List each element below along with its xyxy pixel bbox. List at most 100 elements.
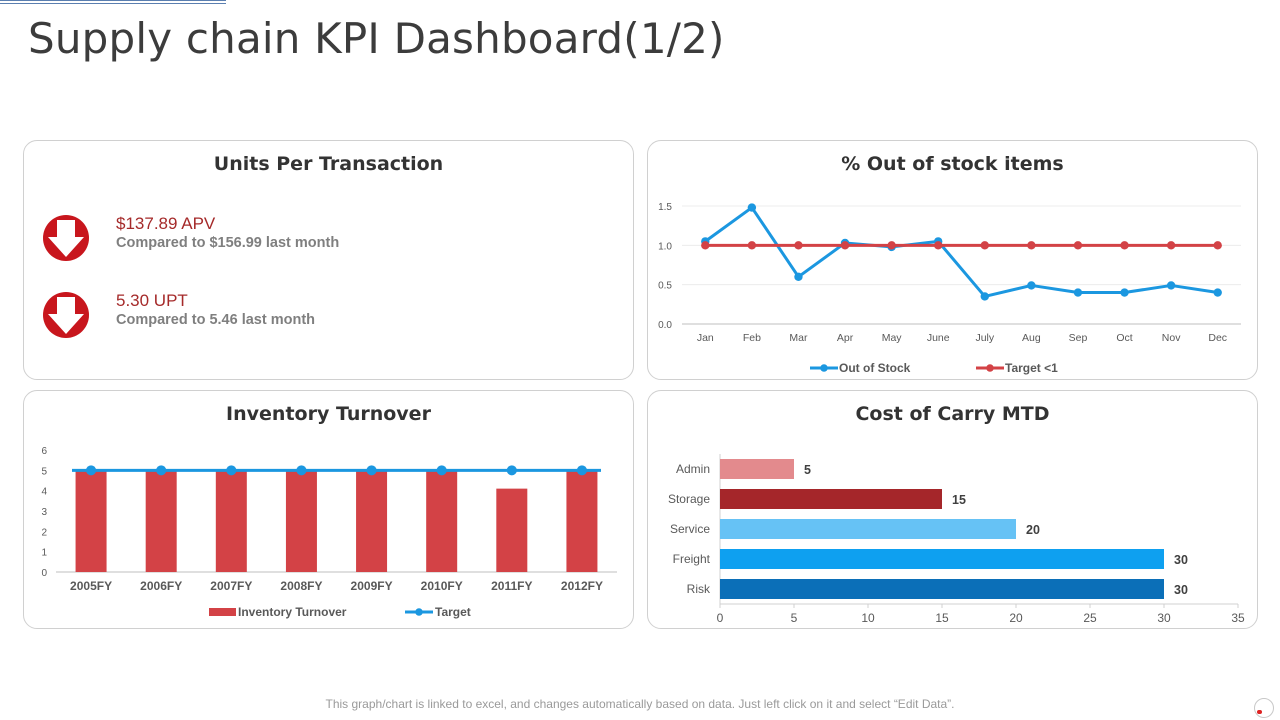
target-point [86, 465, 97, 476]
x-tick-label: Oct [1116, 332, 1132, 344]
data-point [701, 241, 710, 250]
x-tick-label: Aug [1022, 332, 1041, 344]
y-tick-label: 4 [41, 487, 47, 498]
upt-value: 5.30 UPT [116, 291, 188, 310]
x-tick-label: 2005FY [70, 579, 112, 593]
upt-comparison: Compared to 5.46 last month [116, 312, 316, 328]
data-label: 15 [952, 493, 966, 507]
x-tick-label: Feb [743, 332, 761, 344]
y-tick-label: 1.0 [658, 241, 672, 252]
data-point [887, 241, 896, 250]
out-of-stock-title: % Out of stock items [841, 153, 1064, 175]
x-tick-label: Apr [837, 332, 854, 344]
legend-label: Target [435, 605, 471, 619]
bar-admin [720, 459, 794, 479]
target-point [576, 465, 587, 476]
apv-comparison: Compared to $156.99 last month [116, 235, 340, 251]
legend-swatch [209, 608, 236, 616]
x-tick-label: Jan [697, 332, 714, 344]
x-tick-label: 25 [1083, 611, 1097, 625]
inventory-turnover-card: Inventory Turnover 0 1 2 3 4 5 6 2005FY 2006FY 20… [23, 390, 634, 629]
data-point [1120, 241, 1129, 250]
data-point [794, 241, 803, 250]
data-point [980, 292, 989, 301]
x-tick-label: July [975, 332, 994, 344]
data-point [1213, 241, 1222, 250]
target-point [506, 465, 517, 476]
y-category-label: Service [670, 522, 710, 536]
data-point [794, 272, 803, 281]
data-point [1073, 288, 1083, 297]
y-tick-label: 2 [41, 527, 47, 538]
apv-value: $137.89 APV [116, 214, 216, 233]
x-tick-label: 35 [1231, 611, 1245, 625]
data-point [747, 241, 757, 250]
target-point [156, 465, 167, 476]
y-tick-label: 1 [41, 548, 47, 559]
y-tick-label: 5 [41, 466, 47, 477]
y-category-label: Risk [687, 582, 711, 596]
x-tick-label: 10 [861, 611, 875, 625]
target-point [366, 465, 377, 476]
target-point [436, 465, 447, 476]
series-line-out-of-stock [704, 206, 1218, 298]
x-tick-label: June [927, 332, 950, 344]
bar-inventory-turnover [566, 470, 598, 572]
x-tick-label: Sep [1069, 332, 1088, 344]
data-point [934, 241, 943, 250]
units-per-transaction-title: Units Per Transaction [213, 153, 444, 175]
cost-of-carry-chart: 0 5 10 15 20 25 30 35 Admin 5 Storage 15 Service 20 Fr… [668, 454, 1245, 625]
x-tick-label: 20 [1009, 611, 1023, 625]
x-tick-label: 30 [1157, 611, 1171, 625]
data-label: 5 [804, 463, 811, 477]
inventory-turnover-chart: 0 1 2 3 4 5 6 2005FY 2006FY 2007FY 2008FY 2009FY 201… [41, 446, 617, 619]
bar-inventory-turnover [145, 470, 177, 572]
cost-of-carry-title: Cost of Carry MTD [855, 403, 1050, 425]
y-category-label: Storage [668, 492, 710, 506]
bar-inventory-turnover [496, 488, 528, 572]
x-tick-label: May [882, 332, 903, 344]
cost-of-carry-card: Cost of Carry MTD 0 5 10 15 20 25 30 35 Admin 5 St… [647, 390, 1258, 629]
out-of-stock-chart: 0.0 0.5 1.0 1.5 Jan Feb Mar Apr May June July Aug Se… [658, 202, 1241, 375]
bar-inventory-turnover [285, 470, 317, 572]
units-per-transaction-card: Units Per Transaction $137.89 APV Compar… [23, 140, 634, 380]
x-tick-label: Mar [789, 332, 808, 344]
y-tick-label: 1.5 [658, 202, 672, 213]
data-label: 20 [1026, 523, 1040, 537]
page-title: Supply chain KPI Dashboard(1/2) [28, 14, 725, 63]
x-tick-label: 2008FY [280, 579, 322, 593]
data-label: 30 [1174, 583, 1188, 597]
data-label: 30 [1174, 553, 1188, 567]
x-tick-label: 5 [791, 611, 798, 625]
y-category-label: Admin [676, 462, 710, 476]
footer-note: This graph/chart is linked to excel, and… [325, 697, 955, 711]
legend-label: Target <1 [1005, 361, 1058, 375]
target-point [296, 465, 307, 476]
data-point [1027, 241, 1036, 250]
data-point [980, 241, 989, 250]
y-tick-label: 0.0 [658, 320, 672, 331]
y-tick-label: 0 [41, 568, 47, 579]
y-tick-label: 0.5 [658, 281, 672, 292]
data-point [1120, 288, 1129, 297]
bar-inventory-turnover [215, 470, 247, 572]
data-point [1166, 281, 1176, 290]
x-tick-label: Nov [1162, 332, 1181, 344]
data-point [1213, 288, 1222, 297]
data-point [840, 241, 850, 250]
bar-inventory-turnover [356, 470, 388, 572]
x-tick-label: 2009FY [351, 579, 393, 593]
x-tick-label: 2012FY [561, 579, 603, 593]
bar-risk [720, 579, 1164, 599]
data-point [1073, 241, 1083, 250]
x-tick-label: 2010FY [421, 579, 463, 593]
data-point [1166, 241, 1176, 250]
x-tick-label: 2006FY [140, 579, 182, 593]
y-tick-label: 6 [41, 446, 47, 457]
down-arrow-icon [43, 215, 89, 261]
bar-inventory-turnover [426, 470, 458, 572]
target-point [226, 465, 237, 476]
down-arrow-icon [43, 292, 89, 338]
legend-label: Inventory Turnover [238, 605, 347, 619]
y-tick-label: 3 [41, 507, 47, 518]
